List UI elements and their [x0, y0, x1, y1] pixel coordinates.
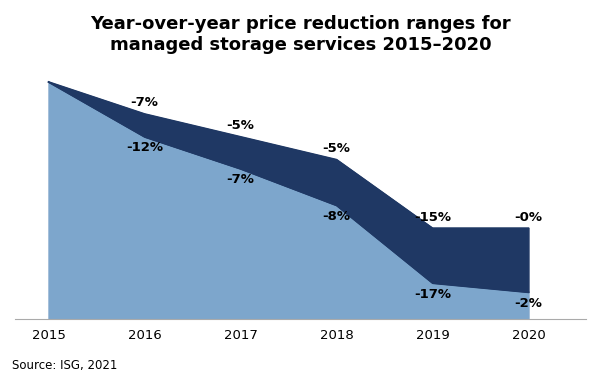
Text: -15%: -15%: [414, 211, 451, 224]
Text: -0%: -0%: [514, 211, 543, 224]
Text: -12%: -12%: [126, 141, 163, 154]
Text: -7%: -7%: [130, 96, 159, 109]
Text: -17%: -17%: [414, 288, 451, 300]
Text: -8%: -8%: [323, 210, 350, 223]
Text: -5%: -5%: [323, 142, 350, 155]
Text: -5%: -5%: [227, 119, 254, 132]
Text: -7%: -7%: [227, 173, 254, 186]
Text: Source: ISG, 2021: Source: ISG, 2021: [12, 359, 117, 372]
Title: Year-over-year price reduction ranges for
managed storage services 2015–2020: Year-over-year price reduction ranges fo…: [90, 15, 511, 54]
Text: -2%: -2%: [514, 297, 542, 310]
